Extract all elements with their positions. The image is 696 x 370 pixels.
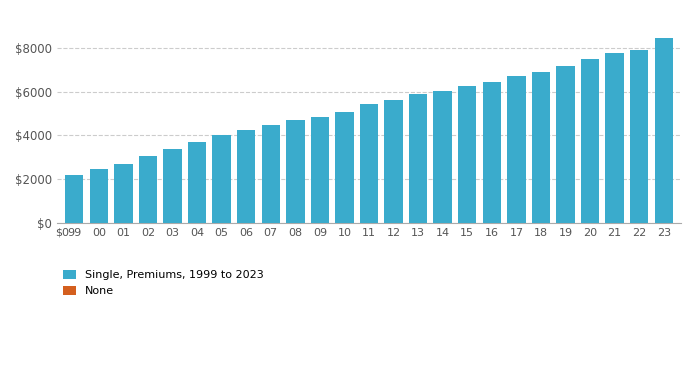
- Bar: [581, 59, 599, 223]
- Bar: [384, 100, 403, 223]
- Bar: [630, 50, 649, 223]
- Bar: [114, 164, 132, 223]
- Bar: [335, 112, 354, 223]
- Bar: [507, 77, 525, 223]
- Bar: [139, 156, 157, 223]
- Bar: [409, 94, 427, 223]
- Bar: [164, 149, 182, 223]
- Bar: [655, 38, 673, 223]
- Bar: [606, 54, 624, 223]
- Bar: [262, 125, 280, 223]
- Bar: [310, 117, 329, 223]
- Legend: Single, Premiums, 1999 to 2023, None: Single, Premiums, 1999 to 2023, None: [63, 270, 264, 296]
- Bar: [434, 91, 452, 223]
- Bar: [360, 104, 378, 223]
- Bar: [286, 120, 305, 223]
- Bar: [65, 175, 84, 223]
- Bar: [237, 130, 255, 223]
- Bar: [212, 135, 231, 223]
- Bar: [532, 72, 550, 223]
- Bar: [482, 82, 501, 223]
- Bar: [458, 86, 477, 223]
- Bar: [90, 169, 108, 223]
- Bar: [556, 65, 575, 223]
- Bar: [188, 142, 206, 223]
